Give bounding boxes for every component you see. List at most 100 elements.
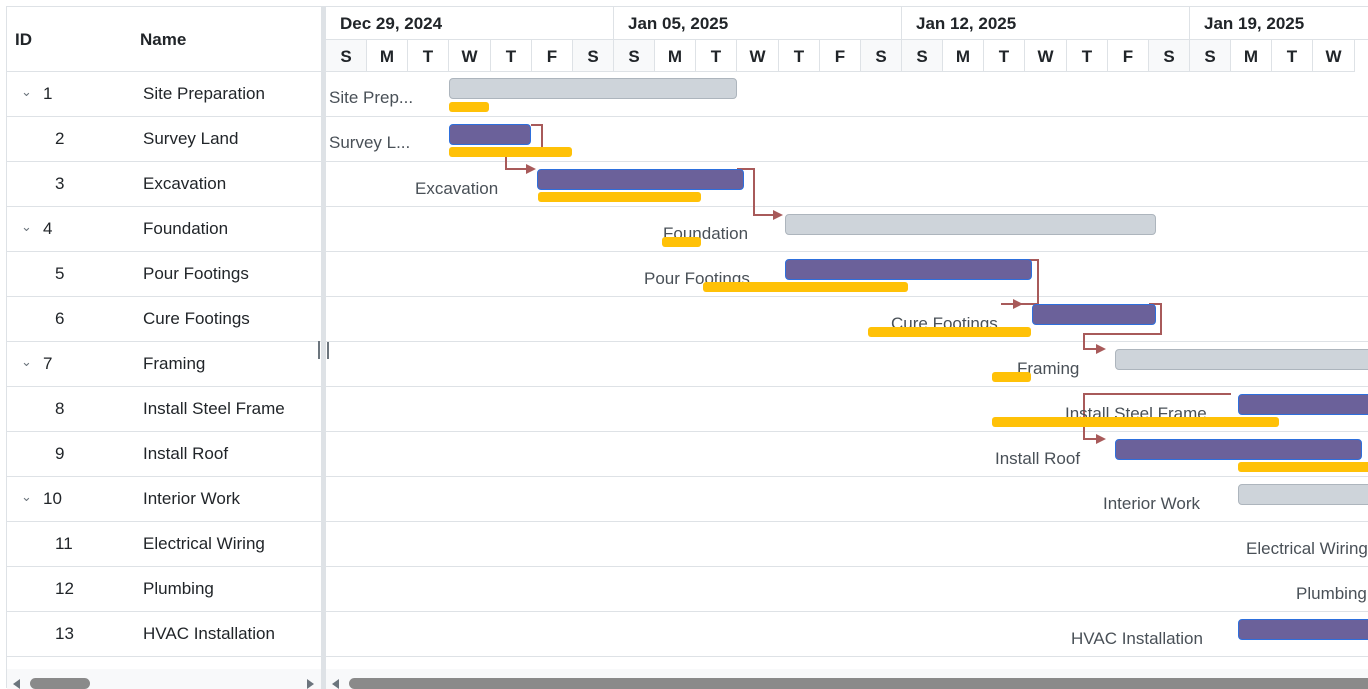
- grid-row[interactable]: 11 Electrical Wiring: [7, 522, 321, 567]
- grid-horizontal-scrollbar[interactable]: [7, 669, 321, 689]
- day-header: W: [1313, 40, 1355, 72]
- chevron-down-icon[interactable]: ⌄: [21, 489, 32, 504]
- scroll-left-arrow-icon[interactable]: [332, 679, 339, 689]
- day-header: T: [779, 40, 820, 72]
- chart-row: [326, 612, 1368, 657]
- day-header: M: [943, 40, 984, 72]
- chart-row: [326, 252, 1368, 297]
- task-id: 11: [55, 534, 73, 553]
- bar-label: Plumbing: [1296, 584, 1367, 603]
- scrollbar-thumb[interactable]: [349, 678, 1368, 689]
- day-header: T: [1067, 40, 1108, 72]
- pane-splitter[interactable]: [321, 7, 326, 689]
- day-header: W: [737, 40, 779, 72]
- grid-row[interactable]: 9 Install Roof: [7, 432, 321, 477]
- task-id: 13: [55, 624, 74, 643]
- day-header: T: [1272, 40, 1313, 72]
- day-header: S: [573, 40, 614, 72]
- task-name: Install Roof: [143, 444, 229, 463]
- chevron-down-icon[interactable]: ⌄: [21, 354, 32, 369]
- bar-label: Interior Work: [1103, 494, 1200, 513]
- task-name: Pour Footings: [143, 264, 249, 283]
- summary-bar[interactable]: [1238, 484, 1368, 505]
- task-id: 4: [43, 219, 53, 238]
- summary-bar[interactable]: [449, 78, 737, 99]
- grid-row[interactable]: 5 Pour Footings: [7, 252, 321, 297]
- chart-row: [326, 522, 1368, 567]
- chart-row: [326, 342, 1368, 387]
- day-header: S: [902, 40, 943, 72]
- splitter-grip-icon[interactable]: [318, 341, 329, 359]
- task-name: Install Steel Frame: [143, 399, 285, 418]
- task-bar[interactable]: [449, 124, 531, 145]
- column-header-id[interactable]: ID: [15, 30, 32, 49]
- chart-row: [326, 567, 1368, 612]
- task-bar[interactable]: [1115, 439, 1362, 460]
- bar-label: Framing: [1017, 359, 1080, 378]
- task-name: Site Preparation: [143, 84, 265, 103]
- bar-label: Site Prep...: [329, 88, 414, 107]
- scroll-right-arrow-icon[interactable]: [307, 679, 314, 689]
- grid-row[interactable]: ⌄ 4 Foundation: [7, 207, 321, 252]
- scroll-left-arrow-icon[interactable]: [13, 679, 20, 689]
- baseline-bar: [662, 237, 701, 247]
- day-header: T: [984, 40, 1025, 72]
- summary-bar[interactable]: [1115, 349, 1368, 370]
- chart-row: [326, 297, 1368, 342]
- task-id: 2: [55, 129, 65, 148]
- task-bar[interactable]: [1238, 394, 1368, 415]
- task-id: 1: [43, 84, 53, 103]
- grid-row[interactable]: 2 Survey Land: [7, 117, 321, 162]
- day-header: T: [408, 40, 449, 72]
- chevron-down-icon[interactable]: ⌄: [21, 219, 32, 234]
- baseline-bar: [538, 192, 701, 202]
- chevron-down-icon[interactable]: ⌄: [21, 84, 32, 99]
- baseline-bar: [449, 147, 572, 157]
- timeline-chart: Dec 29, 2024 Jan 05, 2025 Jan 12, 2025 J…: [326, 7, 1368, 689]
- day-header: S: [614, 40, 655, 72]
- task-name: Interior Work: [143, 489, 240, 508]
- task-bar[interactable]: [785, 259, 1032, 280]
- scrollbar-thumb[interactable]: [30, 678, 90, 689]
- gantt-chart: ID Name ⌄ 1 Site Preparation 2 Survey La…: [6, 6, 1368, 689]
- chart-row: [326, 387, 1368, 432]
- task-id: 7: [43, 354, 53, 373]
- day-header: S: [861, 40, 902, 72]
- task-name: Plumbing: [143, 579, 214, 598]
- week-header: Jan 12, 2025: [902, 7, 1190, 40]
- baseline-bar: [449, 102, 489, 112]
- day-header: M: [1231, 40, 1272, 72]
- task-id: 9: [55, 444, 65, 463]
- grid-row[interactable]: 13 HVAC Installation: [7, 612, 321, 657]
- task-grid: ID Name ⌄ 1 Site Preparation 2 Survey La…: [7, 7, 321, 689]
- chart-row: [326, 207, 1368, 252]
- chart-horizontal-scrollbar[interactable]: [326, 669, 1368, 689]
- task-id: 6: [55, 309, 65, 328]
- chart-row: [326, 72, 1368, 117]
- task-id: 10: [43, 489, 62, 508]
- summary-bar[interactable]: [785, 214, 1156, 235]
- bar-label: Survey L...: [329, 133, 411, 152]
- grid-row[interactable]: 3 Excavation: [7, 162, 321, 207]
- task-id: 8: [55, 399, 65, 418]
- grid-row[interactable]: 8 Install Steel Frame: [7, 387, 321, 432]
- week-header: Jan 05, 2025: [614, 7, 902, 40]
- day-header: T: [491, 40, 532, 72]
- grid-row[interactable]: 12 Plumbing: [7, 567, 321, 612]
- task-bar[interactable]: [1238, 619, 1368, 640]
- task-id: 5: [55, 264, 65, 283]
- grid-row[interactable]: ⌄ 10 Interior Work: [7, 477, 321, 522]
- column-header-name[interactable]: Name: [140, 30, 187, 49]
- grid-row[interactable]: 6 Cure Footings: [7, 297, 321, 342]
- bar-label: HVAC Installation: [1071, 629, 1203, 648]
- bar-label: Electrical Wiring: [1246, 539, 1368, 558]
- task-bar[interactable]: [537, 169, 744, 190]
- day-header: S: [326, 40, 367, 72]
- chart-row: [326, 162, 1368, 207]
- grid-row[interactable]: ⌄ 7 Framing: [7, 342, 321, 387]
- task-name: Electrical Wiring: [143, 534, 265, 553]
- grid-row[interactable]: ⌄ 1 Site Preparation: [7, 72, 321, 117]
- day-header: M: [655, 40, 696, 72]
- task-bar[interactable]: [1032, 304, 1156, 325]
- task-name: Foundation: [143, 219, 229, 238]
